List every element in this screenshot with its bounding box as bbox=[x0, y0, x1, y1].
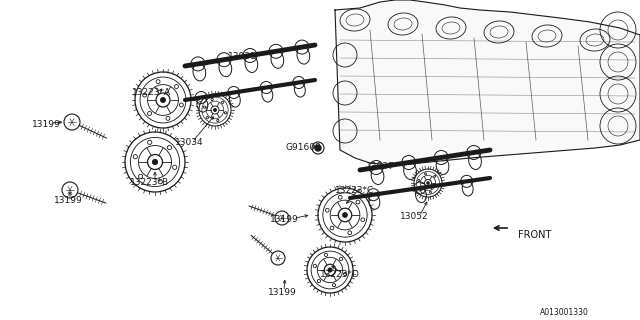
Text: 13223*D: 13223*D bbox=[320, 270, 360, 279]
Text: 13199: 13199 bbox=[270, 215, 299, 224]
Text: G91608: G91608 bbox=[285, 143, 321, 152]
Circle shape bbox=[328, 268, 332, 272]
Text: FRONT: FRONT bbox=[518, 230, 552, 240]
Circle shape bbox=[427, 182, 429, 184]
Text: 13199: 13199 bbox=[32, 120, 61, 129]
Polygon shape bbox=[335, 0, 640, 165]
Circle shape bbox=[343, 213, 347, 217]
Text: 13052: 13052 bbox=[400, 212, 429, 221]
Circle shape bbox=[214, 109, 216, 111]
Circle shape bbox=[315, 145, 321, 151]
Text: A013001330: A013001330 bbox=[540, 308, 589, 317]
Circle shape bbox=[152, 160, 157, 164]
Text: 13223*C: 13223*C bbox=[335, 186, 374, 195]
Text: 13034: 13034 bbox=[175, 138, 204, 147]
Text: 13037: 13037 bbox=[366, 162, 395, 171]
Circle shape bbox=[161, 98, 165, 102]
Text: 13223*A: 13223*A bbox=[132, 88, 171, 97]
Text: 13031: 13031 bbox=[228, 52, 257, 61]
Text: 13199: 13199 bbox=[54, 196, 83, 205]
Text: 13223*B: 13223*B bbox=[130, 178, 169, 187]
Text: 13199: 13199 bbox=[268, 288, 297, 297]
